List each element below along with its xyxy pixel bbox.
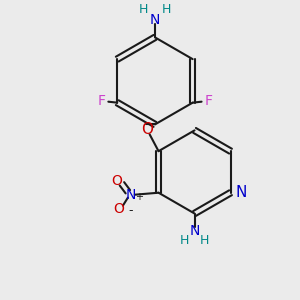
Text: N: N bbox=[150, 13, 160, 26]
Text: H: H bbox=[162, 3, 172, 16]
Text: -: - bbox=[129, 204, 133, 217]
Text: O: O bbox=[113, 202, 124, 216]
Text: H: H bbox=[180, 234, 189, 247]
Text: H: H bbox=[200, 234, 209, 247]
Text: N: N bbox=[236, 185, 247, 200]
Text: F: F bbox=[98, 94, 105, 108]
Text: H: H bbox=[138, 3, 148, 16]
Text: +: + bbox=[135, 192, 143, 202]
Text: F: F bbox=[205, 94, 212, 108]
Text: O: O bbox=[112, 174, 122, 188]
Text: N: N bbox=[189, 224, 200, 238]
Text: O: O bbox=[141, 122, 153, 137]
Text: N: N bbox=[126, 188, 136, 202]
